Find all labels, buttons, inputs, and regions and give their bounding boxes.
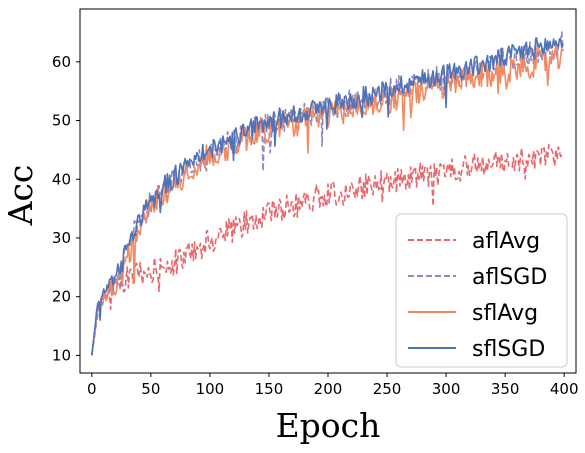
legend: aflAvg aflSGD sflAvg sflSGD — [395, 213, 568, 368]
legend-label-aflSGD: aflSGD — [472, 265, 547, 290]
series-line-sflSGD — [91, 37, 564, 356]
y-tick-label: 30 — [52, 229, 71, 247]
x-tick-label: 400 — [550, 380, 579, 398]
series-layer — [91, 31, 564, 356]
y-axis-title: Acc — [1, 165, 40, 227]
x-tick-label: 300 — [432, 380, 461, 398]
legend-label-sflAvg: sflAvg — [472, 301, 538, 326]
legend-label-sflSGD: sflSGD — [472, 337, 545, 362]
x-tick-label: 100 — [196, 380, 225, 398]
y-tick-label: 50 — [52, 112, 71, 130]
y-tick-label: 40 — [52, 170, 71, 188]
x-tick-label: 0 — [87, 380, 97, 398]
x-tick-label: 350 — [491, 380, 520, 398]
x-tick-label: 50 — [141, 380, 160, 398]
legend-label-aflAvg: aflAvg — [472, 229, 540, 254]
y-tick-label: 60 — [52, 53, 71, 71]
x-axis-title: Epoch — [276, 406, 381, 445]
y-axis: 10 20 30 40 50 60 — [52, 53, 80, 364]
x-tick-label: 250 — [373, 380, 402, 398]
series-line-aflAvg — [91, 143, 564, 356]
x-axis: 0 50 100 150 200 250 300 350 400 — [87, 373, 579, 398]
y-tick-label: 20 — [52, 288, 71, 306]
y-tick-label: 10 — [52, 346, 71, 364]
x-tick-label: 150 — [255, 380, 284, 398]
legend-box — [395, 213, 568, 368]
x-tick-label: 200 — [314, 380, 343, 398]
